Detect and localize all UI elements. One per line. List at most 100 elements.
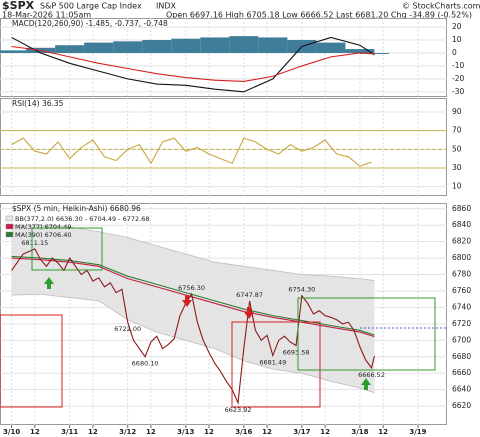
value-label: 6811.15	[21, 239, 48, 247]
y-tick-label: 6640	[452, 385, 471, 394]
value-label: 6754.30	[288, 286, 315, 294]
x-tick-label: 3/11	[61, 428, 78, 436]
legend-swatch	[5, 215, 14, 222]
band-segment	[243, 266, 273, 370]
panel-title: MACD(120,260,90) -1.485, -0.737, -0.748	[12, 19, 168, 28]
x-tick-label: 12	[204, 428, 214, 436]
buy-arrow	[44, 277, 54, 289]
sell-arrow	[244, 307, 254, 319]
annotation-box	[0, 314, 63, 408]
annotation-box	[297, 297, 436, 371]
band-segment	[11, 225, 41, 296]
symbol: $SPX	[2, 0, 35, 12]
legend-swatch	[5, 231, 14, 238]
band-segment	[127, 237, 157, 333]
series-line	[11, 248, 375, 405]
band-segment	[156, 245, 186, 341]
y-tick-label: 6680	[452, 352, 471, 361]
histogram-bar	[55, 45, 85, 53]
y-tick-label: -30	[452, 87, 464, 96]
series-line	[11, 255, 375, 336]
y-tick-label: 6780	[452, 270, 471, 279]
y-tick-label: -20	[452, 74, 464, 83]
series-line	[11, 137, 372, 167]
y-tick-label: 90	[452, 107, 462, 116]
buy-arrow	[361, 378, 371, 390]
stats: Open 6697.16 High 6705.18 Low 6666.52 La…	[166, 11, 472, 20]
x-tick-label: 3/13	[177, 428, 194, 436]
y-tick-label: 6660	[452, 368, 471, 377]
histogram-bar	[200, 37, 230, 53]
legend-label: MA(390) 6706.40	[15, 231, 71, 239]
y-tick-label: 6620	[452, 401, 471, 410]
band-segment	[359, 278, 375, 393]
value-label: 6722.00	[114, 325, 141, 333]
date: 18-Mar-2026 11:05am	[2, 11, 91, 20]
x-tick-label: 3/17	[293, 428, 310, 436]
y-tick-label: 6800	[452, 253, 471, 262]
x-tick-label: 12	[30, 428, 40, 436]
histogram-bar	[171, 38, 201, 53]
sell-arrow	[182, 295, 192, 307]
legend-label: BB(377,2.0) 6636.30 - 6704.49 - 6772.68	[15, 215, 149, 223]
x-tick-label: 12	[262, 428, 272, 436]
x-tick-label: 3/18	[351, 428, 368, 436]
x-tick-label: 12	[88, 428, 98, 436]
y-tick-label: 20	[452, 22, 462, 31]
band-segment	[214, 262, 244, 361]
y-tick-label: 10	[452, 35, 462, 44]
histogram-bar	[316, 42, 346, 53]
y-tick-label: 6720	[452, 319, 471, 328]
y-tick-label: 6860	[452, 204, 471, 213]
annotation-box	[31, 227, 103, 271]
y-tick-label: 6840	[452, 220, 471, 229]
panel-title: $SPX (5 min, Heikin-Ashi) 6680.96	[12, 204, 141, 213]
watermark: © StockCharts.com	[402, 2, 480, 11]
x-tick-label: 3/10	[3, 428, 20, 436]
symbol-name: S&P 500 Large Cap Index	[40, 2, 142, 11]
y-tick-label: 6820	[452, 237, 471, 246]
drawings	[0, 227, 447, 408]
value-label: 6666.52	[358, 371, 385, 379]
band-segment	[98, 231, 128, 320]
x-tick-label: 12	[146, 428, 156, 436]
x-tick-label: 12	[320, 428, 330, 436]
y-tick-label: 6740	[452, 302, 471, 311]
value-label: 6681.49	[259, 359, 286, 367]
value-label: 6693.58	[283, 349, 310, 357]
histogram-bar	[258, 37, 288, 53]
band-edge	[11, 293, 375, 394]
panel-title: RSI(14) 36.35	[12, 99, 64, 108]
panels: 20 10 0 -10 -20 -30 MACD(120,260,90) -1.485, -…	[0, 18, 471, 436]
value-label: 6623.92	[225, 406, 252, 414]
exchange: INDX	[156, 2, 177, 11]
histogram-bar	[113, 41, 143, 53]
series-line	[11, 45, 375, 83]
x-tick-label: 3/19	[409, 428, 426, 436]
histogram-bar	[142, 40, 172, 53]
y-tick-label: 30	[452, 163, 462, 172]
y-tick-label: -10	[452, 61, 464, 70]
series-line	[11, 257, 375, 338]
x-tick-label: 3/16	[235, 428, 252, 436]
y-tick-label: 0	[452, 48, 457, 57]
histogram-bar	[84, 42, 114, 53]
panel-frame	[0, 98, 447, 196]
histogram-bar	[229, 36, 259, 53]
band-segment	[301, 274, 331, 382]
annotation-box	[231, 321, 321, 408]
y-tick-label: 50	[452, 144, 462, 153]
x-tick-label: 12	[378, 428, 388, 436]
series-line	[11, 36, 375, 93]
y-tick-label: 6700	[452, 335, 471, 344]
legend-label: MA(377) 6704.49	[15, 223, 71, 231]
value-label: 6747.87	[236, 291, 263, 299]
y-tick-label: 10	[452, 182, 462, 191]
band-segment	[185, 253, 215, 349]
legend-swatch	[5, 223, 14, 230]
x-tick-label: 3/12	[119, 428, 136, 436]
histogram-bar	[345, 49, 375, 53]
value-label: 6680.10	[132, 360, 159, 368]
y-tick-label: 70	[452, 126, 462, 135]
